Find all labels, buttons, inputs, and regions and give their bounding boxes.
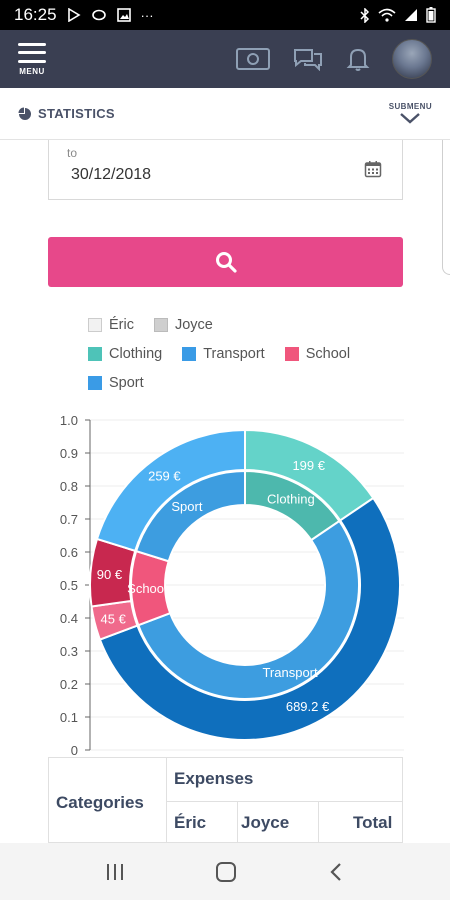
pie-chart-icon xyxy=(18,107,31,120)
y-tick-label: 0.1 xyxy=(60,710,78,725)
expenses-chart: 1.0 0.9 0.8 0.7 0.6 0.5 0.4 0.3 0.2 0.1 0 199 € 689.… xyxy=(40,410,410,760)
y-tick-label: 0.8 xyxy=(60,479,78,494)
back-icon[interactable] xyxy=(326,861,346,883)
legend-label: Transport xyxy=(203,345,265,362)
avatar[interactable] xyxy=(392,39,432,79)
search-button[interactable] xyxy=(48,237,403,287)
android-nav-bar xyxy=(0,843,450,900)
legend-swatch xyxy=(88,346,102,361)
to-date-field[interactable]: to 30/12/2018 xyxy=(48,140,403,200)
hamburger-icon xyxy=(18,42,46,63)
page-title: STATISTICS xyxy=(38,106,115,121)
bluetooth-icon xyxy=(360,7,370,23)
chat-icon[interactable] xyxy=(292,47,324,71)
outer-ring-label: 90 € xyxy=(97,567,123,582)
y-tick-label: 0.9 xyxy=(60,446,78,461)
image-icon xyxy=(116,8,131,22)
legend-label: Éric xyxy=(109,316,134,333)
y-tick-label: 0.2 xyxy=(60,677,78,692)
legend-swatch xyxy=(88,317,102,332)
inner-ring-slice xyxy=(134,469,246,563)
inner-ring-label: Transport xyxy=(262,665,318,680)
legend-item-eric[interactable]: Éric xyxy=(88,317,134,333)
legend-label: Sport xyxy=(109,374,144,391)
y-tick-label: 0.6 xyxy=(60,545,78,560)
y-tick-label: 0 xyxy=(71,743,78,758)
legend-swatch xyxy=(284,346,299,361)
to-date-value: 30/12/2018 xyxy=(71,166,152,183)
expenses-table: Categories Expenses Éric Joyce Total xyxy=(48,757,403,844)
expenses-header: Expenses xyxy=(174,769,254,788)
submenu-label: SUBMENU xyxy=(388,102,432,111)
outer-ring-label: 689.2 € xyxy=(286,699,330,714)
outer-ring-label: 259 € xyxy=(148,468,181,483)
status-bar: 16:25 ··· xyxy=(0,0,450,30)
outer-ring-label: 199 € xyxy=(292,458,325,473)
y-tick-label: 1.0 xyxy=(60,413,78,428)
inner-ring-label: Clothing xyxy=(267,491,315,506)
inner-ring-label: School xyxy=(127,581,167,596)
money-icon[interactable] xyxy=(236,48,270,70)
categories-header: Categories xyxy=(56,793,144,812)
outer-ring-label: 45 € xyxy=(101,612,127,627)
column-header-total: Total xyxy=(353,813,393,832)
y-tick-label: 0.7 xyxy=(60,512,78,527)
y-tick-label: 0.4 xyxy=(60,611,78,626)
y-tick-label: 0.5 xyxy=(60,578,78,593)
bell-icon[interactable] xyxy=(346,46,370,72)
legend-label: School xyxy=(305,345,351,362)
more-notifications-icon: ··· xyxy=(140,7,154,23)
inner-ring-label: Sport xyxy=(171,499,202,514)
legend-item-school[interactable]: School xyxy=(284,345,351,362)
chevron-down-icon xyxy=(400,113,421,124)
legend-swatch xyxy=(182,346,197,361)
battery-icon xyxy=(426,7,436,23)
legend-label: Clothing xyxy=(109,345,163,362)
chart-svg: 1.0 0.9 0.8 0.7 0.6 0.5 0.4 0.3 0.2 0.1 0 199 € 689.… xyxy=(60,413,404,758)
legend-item-sport[interactable]: Sport xyxy=(88,375,144,391)
signal-icon xyxy=(405,9,417,21)
legend-item-transport[interactable]: Transport xyxy=(182,346,265,362)
legend-item-clothing[interactable]: Clothing xyxy=(88,346,162,362)
legend-item-joyce[interactable]: Joyce xyxy=(153,316,213,333)
menu-label: MENU xyxy=(19,66,45,76)
legend-swatch xyxy=(88,375,102,390)
chart-legend: Éric Joyce Clothing Transport School Spo… xyxy=(88,310,418,397)
sync-icon xyxy=(91,9,106,21)
to-date-label: to xyxy=(67,146,78,160)
inner-ring-slice xyxy=(137,519,360,700)
search-icon xyxy=(215,252,237,273)
legend-swatch xyxy=(153,317,168,332)
play-store-icon xyxy=(67,8,81,22)
status-time: 16:25 xyxy=(14,5,57,24)
app-header: MENU xyxy=(0,30,450,88)
submenu-button[interactable]: SUBMENU xyxy=(389,102,432,125)
recent-apps-icon[interactable] xyxy=(104,862,126,882)
legend-label: Joyce xyxy=(174,316,213,333)
column-header-eric: Éric xyxy=(174,813,207,832)
scroll-indicator[interactable] xyxy=(442,140,450,275)
y-tick-label: 0.3 xyxy=(60,644,78,659)
subheader: STATISTICS SUBMENU xyxy=(0,88,450,140)
menu-button[interactable]: MENU xyxy=(0,30,64,88)
column-header-joyce: Joyce xyxy=(241,813,290,832)
calendar-icon[interactable] xyxy=(364,160,382,178)
home-icon[interactable] xyxy=(214,860,238,884)
wifi-icon xyxy=(378,8,396,22)
